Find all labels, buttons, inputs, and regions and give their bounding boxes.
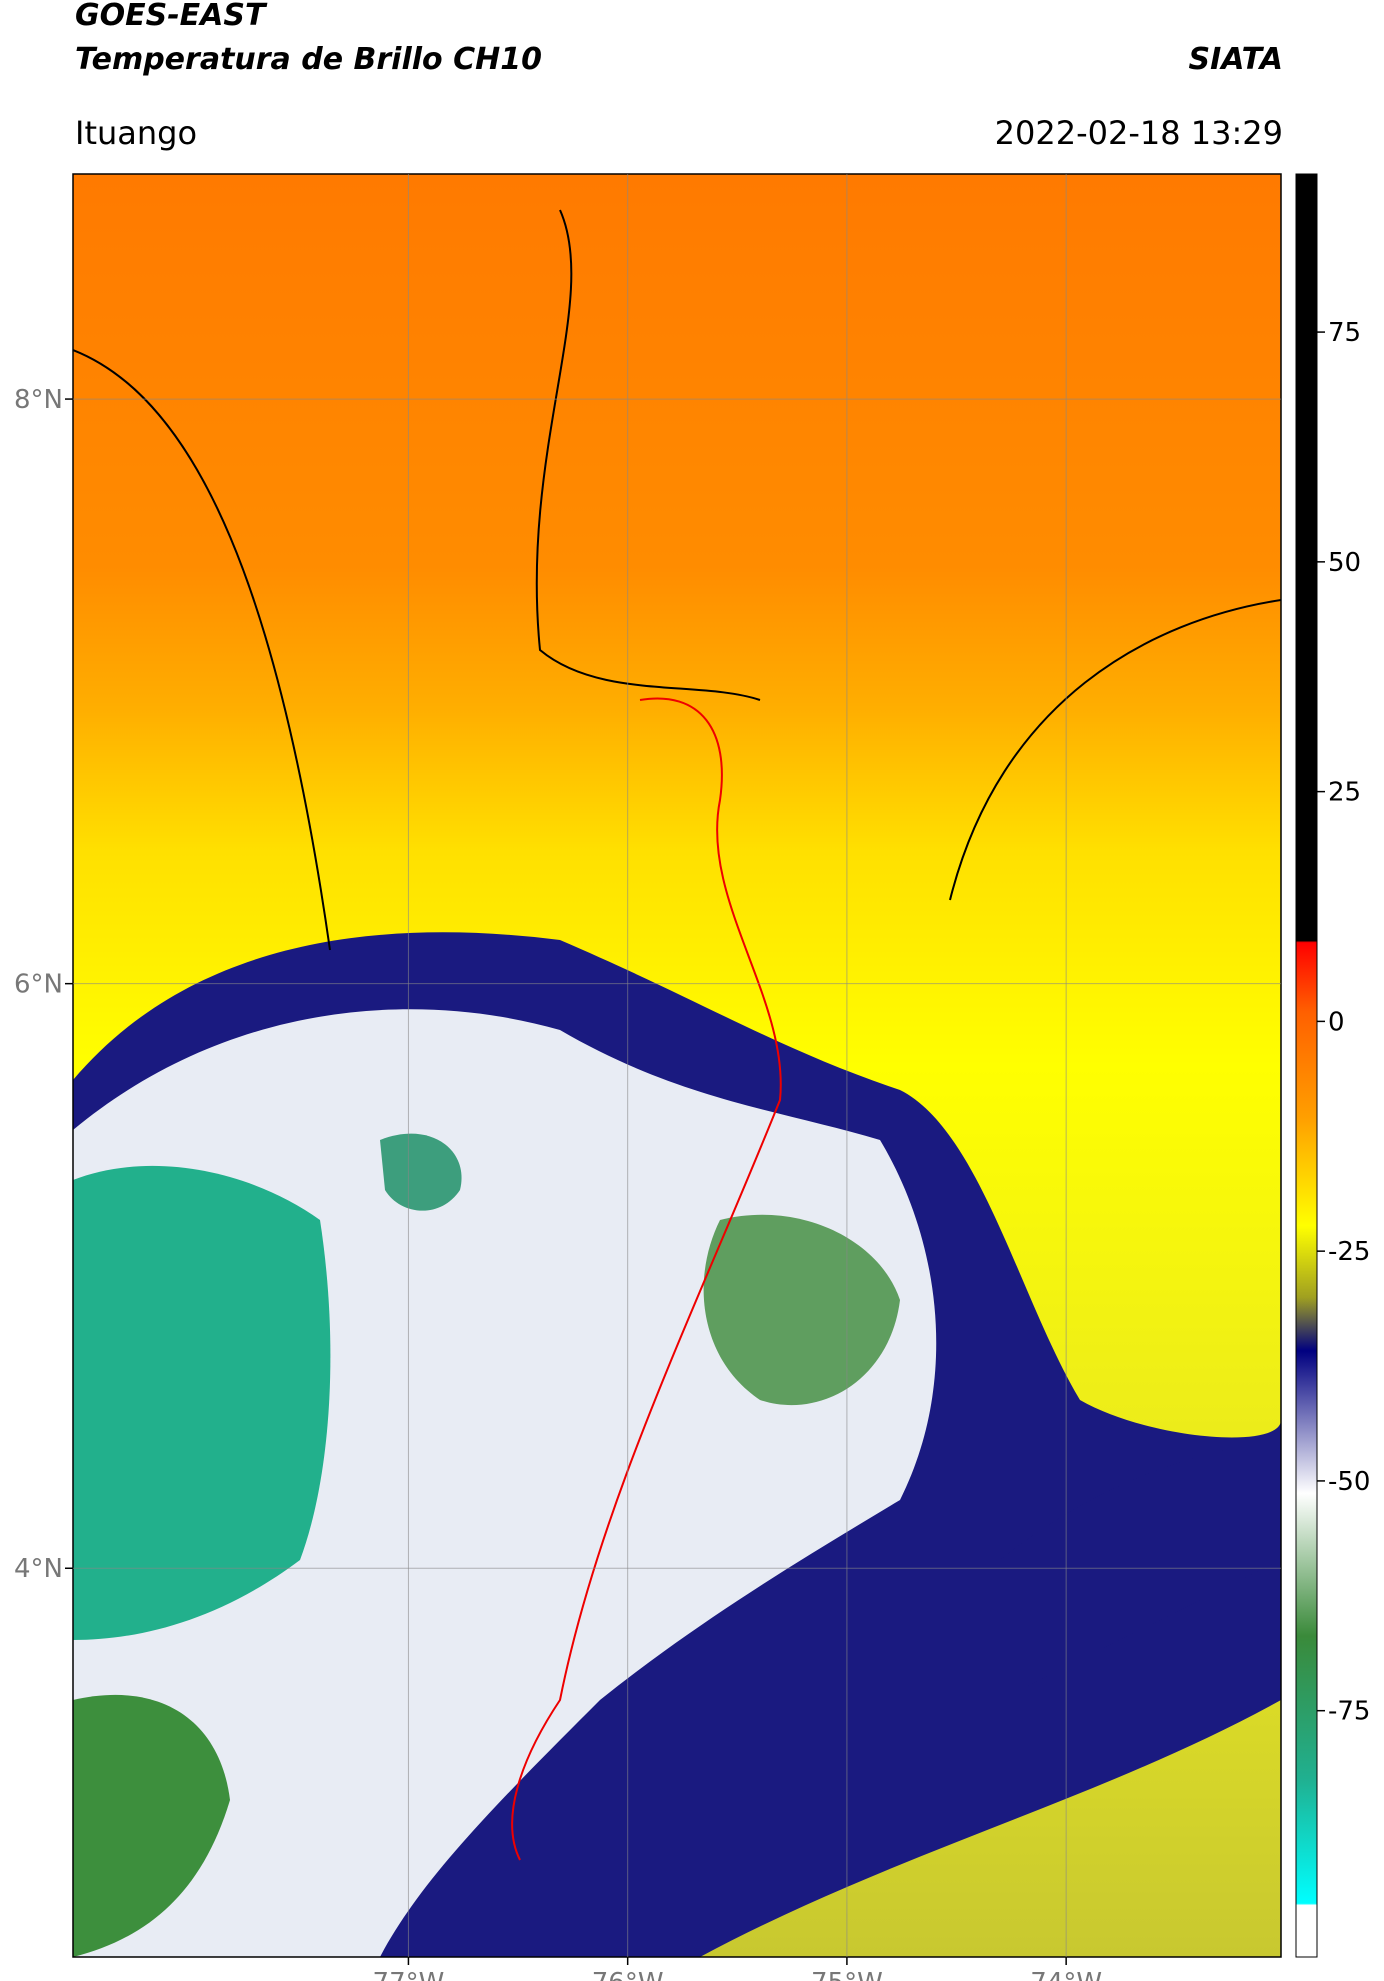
- lat-tick-label: 4°N: [14, 1554, 63, 1584]
- colorbar-tick-label: 0: [1328, 1007, 1345, 1037]
- lon-tick-label: 75°W: [811, 1968, 883, 1981]
- map-frame: [72, 173, 1282, 1958]
- lon-tick-label: 77°W: [373, 1968, 445, 1981]
- lon-tick-label: 74°W: [1030, 1968, 1102, 1981]
- location: Ituango: [75, 114, 198, 152]
- datetime: 2022-02-18 13:29: [994, 114, 1283, 152]
- colorbar-tick-label: -50: [1328, 1467, 1370, 1497]
- organization: SIATA: [1188, 42, 1283, 77]
- colorbar-tick-label: -75: [1328, 1697, 1370, 1727]
- lat-tick-label: 6°N: [14, 970, 63, 1000]
- colorbar-tick-label: 25: [1328, 778, 1361, 808]
- product: Temperatura de Brillo CH10: [75, 42, 542, 77]
- map-image: [73, 174, 1281, 1957]
- satellite: GOES-EAST: [75, 0, 266, 33]
- colorbar: [1295, 173, 1318, 1958]
- colorbar-tick-label: -25: [1328, 1237, 1370, 1267]
- lon-tick-label: 76°W: [592, 1968, 664, 1981]
- colorbar-tick-label: 50: [1328, 548, 1361, 578]
- colorbar-tick-label: 75: [1328, 318, 1361, 348]
- lat-tick-label: 8°N: [14, 385, 63, 415]
